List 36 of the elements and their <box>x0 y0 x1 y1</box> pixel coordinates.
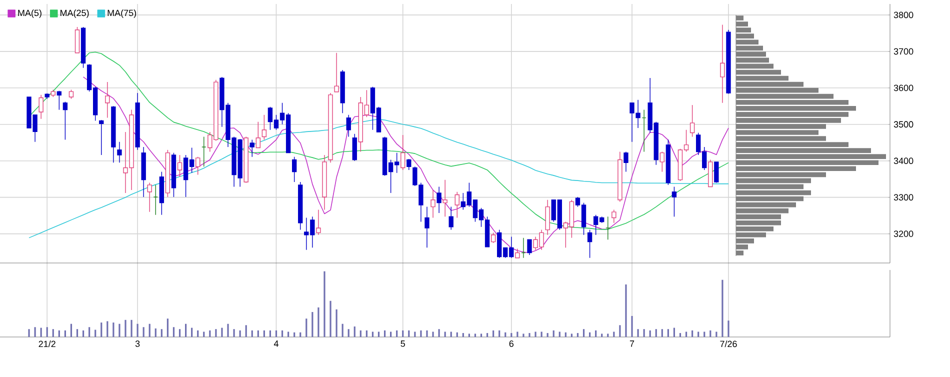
candlestick <box>111 106 116 164</box>
y-tick-label: 3400 <box>894 158 914 164</box>
candlestick <box>105 82 110 118</box>
candlestick <box>328 92 333 164</box>
legend-label: MA(25) <box>60 9 89 18</box>
candlestick <box>612 209 616 224</box>
candlestick <box>141 146 146 198</box>
y-tick-label: 3700 <box>894 48 914 55</box>
x-tick-label: 4 <box>274 340 278 347</box>
legend-label: MA(5) <box>18 9 42 18</box>
candlestick <box>624 151 628 172</box>
candlestick <box>442 179 448 218</box>
x-tick-label: 7/26 <box>720 340 737 348</box>
y-tick-label: 3800 <box>894 12 914 18</box>
x-tick-label: 3 <box>135 340 140 347</box>
candlestick <box>424 206 430 248</box>
candlestick <box>316 209 321 236</box>
candlestick <box>545 200 550 236</box>
y-tick-label: 3200 <box>894 230 914 237</box>
candlestick <box>618 151 622 202</box>
x-tick-label: 21/2 <box>38 340 56 348</box>
candlestick <box>135 92 140 150</box>
candlestick <box>430 190 436 218</box>
x-tick-label: 6 <box>509 340 514 347</box>
candlestick <box>117 142 122 164</box>
candlestick <box>340 70 345 114</box>
y-tick-label: 3600 <box>894 84 914 92</box>
candlestick <box>38 94 44 120</box>
y-tick-label: 3300 <box>894 194 914 201</box>
candlestick <box>720 24 725 104</box>
x-tick-label: 7 <box>630 340 634 347</box>
x-tick-label: 5 <box>400 340 405 347</box>
candlestick <box>436 186 442 214</box>
candlestick <box>322 154 327 210</box>
y-tick-label: 3500 <box>894 121 914 128</box>
legend-label: MA(75) <box>108 9 136 18</box>
